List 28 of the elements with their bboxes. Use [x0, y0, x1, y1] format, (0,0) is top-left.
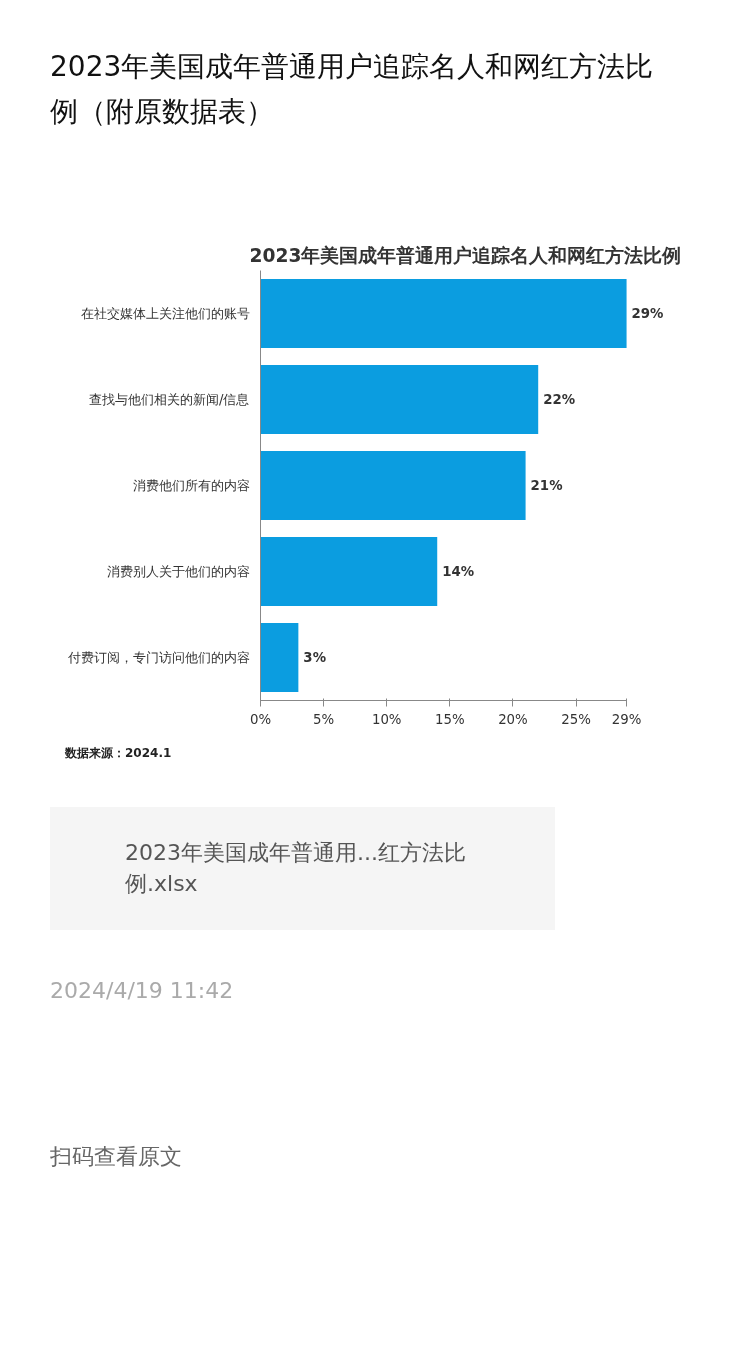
y-tick-label: 消费他们所有的内容	[132, 477, 250, 493]
data-label: 22%	[543, 391, 576, 407]
data-label: 29%	[631, 305, 664, 321]
data-label: 14%	[442, 563, 475, 579]
y-tick-label: 查找与他们相关的新闻/信息	[89, 391, 250, 407]
x-tick-label: 29%	[611, 711, 642, 727]
chart-title: 2023年美国成年普通用户追踪名人和网红方法比例（附原数据表）	[50, 49, 655, 130]
x-tick-label: 20%	[498, 711, 528, 727]
y-tick-label: 付费订阅，专门访问他们的内容	[66, 649, 250, 665]
y-tick-label: 在社交媒体上关注他们的账号	[80, 305, 250, 321]
x-tick-label: 0%	[249, 711, 272, 727]
text: 2024/4/19 11:42	[50, 976, 234, 1005]
x-tick-label: 10%	[371, 711, 402, 727]
text: 扫码查看原文	[50, 1143, 182, 1171]
bar	[260, 536, 438, 606]
bar	[260, 364, 539, 434]
bar	[260, 278, 627, 348]
source-note: 数据来源：2024.1	[65, 744, 172, 762]
y-tick-label: 消费别人关于他们的内容	[106, 563, 250, 579]
bar	[260, 450, 526, 520]
x-tick-label: 5%	[313, 711, 335, 727]
data-label: 3%	[303, 649, 327, 665]
x-tick-label: 25%	[561, 711, 591, 727]
bar	[260, 622, 299, 692]
x-tick-label: 15%	[435, 711, 465, 727]
text: 2023年美国成年普通用...红方法比例.xlsx	[125, 838, 467, 899]
data-label: 21%	[530, 477, 563, 493]
chart-subtitle: 2023年美国成年普通用户追踪名人和网红方法比例	[249, 244, 682, 266]
